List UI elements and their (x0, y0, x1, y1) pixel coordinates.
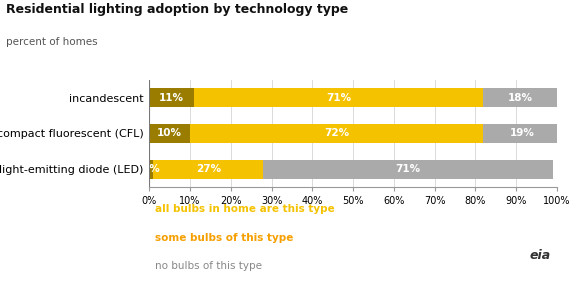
Text: 11%: 11% (159, 93, 184, 103)
Bar (194, 88, 483, 107)
Bar (153, 160, 263, 179)
Bar (149, 160, 153, 179)
Text: 72%: 72% (324, 128, 349, 139)
Text: 71%: 71% (326, 93, 351, 103)
Text: 10%: 10% (157, 128, 182, 139)
Bar (483, 88, 557, 107)
Text: 27%: 27% (196, 164, 221, 174)
Bar (149, 88, 194, 107)
Text: some bulbs of this type: some bulbs of this type (155, 233, 293, 243)
Bar (149, 124, 190, 143)
Text: percent of homes: percent of homes (6, 37, 98, 47)
Text: 71%: 71% (395, 164, 421, 174)
Text: Residential lighting adoption by technology type: Residential lighting adoption by technol… (6, 3, 348, 16)
Text: 19%: 19% (510, 128, 534, 139)
Text: 18%: 18% (507, 93, 533, 103)
Text: no bulbs of this type: no bulbs of this type (155, 261, 262, 271)
Text: 1%: 1% (142, 164, 160, 174)
Bar (190, 124, 483, 143)
Text: eia: eia (530, 249, 551, 262)
Bar (263, 160, 553, 179)
Bar (483, 124, 561, 143)
Text: all bulbs in home are this type: all bulbs in home are this type (155, 204, 335, 214)
